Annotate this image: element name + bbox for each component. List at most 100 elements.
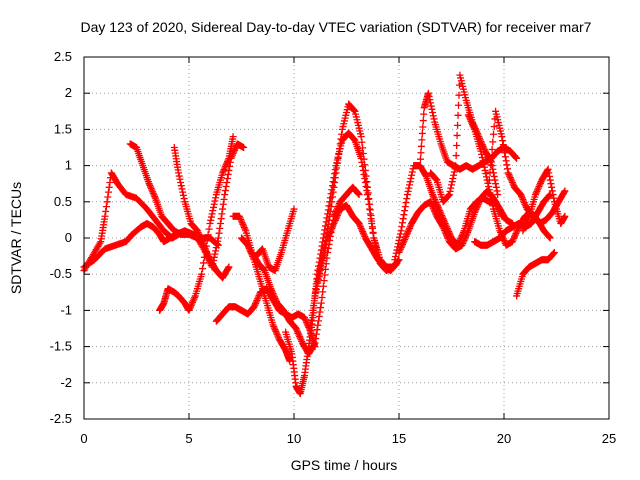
data-point	[188, 300, 196, 308]
data-point	[404, 187, 412, 195]
data-point	[197, 235, 205, 243]
data-point	[194, 228, 202, 236]
data-point	[522, 219, 530, 227]
data-point	[536, 181, 544, 189]
data-point	[271, 294, 279, 302]
data-point	[364, 191, 371, 199]
x-tick-label: 10	[287, 431, 301, 446]
data-point	[145, 180, 153, 188]
data-point	[180, 195, 188, 203]
data-point	[309, 306, 317, 314]
data-point	[308, 311, 316, 319]
data-point	[331, 174, 339, 182]
data-point	[438, 211, 446, 219]
data-point	[334, 210, 342, 218]
data-point	[392, 261, 399, 269]
data-point	[268, 286, 276, 294]
data-point	[331, 216, 339, 224]
data-point	[433, 200, 441, 208]
data-point	[259, 265, 267, 273]
data-point	[434, 202, 441, 210]
data-point	[449, 174, 457, 182]
data-point	[225, 263, 233, 271]
data-point	[296, 333, 304, 341]
data-point	[324, 234, 332, 242]
data-point	[350, 135, 357, 143]
data-point	[533, 187, 541, 195]
data-point	[498, 133, 506, 141]
data-point	[430, 206, 438, 214]
data-point	[327, 203, 335, 211]
data-point	[435, 205, 443, 213]
data-point	[329, 178, 337, 186]
data-point	[252, 298, 260, 306]
data-point	[535, 183, 543, 191]
data-point	[520, 225, 528, 233]
data-point	[326, 207, 334, 215]
data-point	[480, 163, 488, 171]
data-point	[428, 201, 436, 209]
data-point	[437, 210, 445, 218]
data-point	[321, 271, 329, 279]
data-point	[102, 207, 110, 215]
data-point	[252, 300, 259, 308]
data-point	[520, 224, 528, 232]
y-axis-label: SDTVAR / TECUs	[8, 182, 24, 294]
data-point	[520, 199, 528, 207]
data-point	[431, 174, 439, 182]
data-point	[546, 176, 554, 184]
data-point	[492, 183, 500, 191]
data-point	[219, 205, 227, 213]
data-point	[364, 195, 372, 203]
data-point	[432, 199, 440, 207]
data-point	[403, 191, 411, 199]
data-point	[195, 230, 203, 238]
data-point	[427, 198, 434, 206]
data-point	[450, 168, 458, 176]
data-point	[270, 322, 278, 330]
data-point	[485, 176, 493, 184]
data-point	[428, 105, 436, 113]
data-point	[501, 153, 509, 161]
data-point	[511, 153, 519, 161]
data-point	[403, 229, 411, 237]
data-point	[429, 191, 437, 199]
data-point	[240, 144, 248, 151]
data-point	[464, 111, 472, 119]
series-arc-4	[156, 133, 237, 314]
data-point	[500, 236, 508, 244]
data-point	[532, 191, 539, 199]
data-point	[452, 162, 460, 170]
data-point	[203, 249, 211, 257]
data-point	[219, 167, 227, 175]
data-point	[408, 171, 416, 179]
data-point	[426, 96, 434, 104]
data-point	[224, 170, 232, 178]
data-point	[294, 329, 302, 337]
data-point	[245, 244, 253, 252]
data-point	[213, 240, 221, 248]
data-point	[549, 191, 557, 199]
data-point	[267, 285, 275, 293]
data-point	[546, 233, 553, 241]
series-arc-14	[395, 187, 516, 256]
data-point	[395, 248, 403, 256]
data-point	[270, 324, 278, 332]
data-point	[502, 157, 510, 165]
data-point	[397, 244, 405, 252]
data-point	[493, 187, 501, 195]
data-point	[396, 233, 404, 241]
data-point	[430, 194, 438, 202]
data-point	[392, 260, 400, 268]
data-point	[406, 224, 413, 232]
data-point	[513, 228, 521, 236]
data-point	[355, 191, 363, 199]
data-point	[481, 166, 489, 174]
data-point	[359, 228, 367, 236]
data-point	[223, 178, 231, 186]
data-point	[418, 129, 426, 137]
data-point	[329, 193, 336, 201]
data-point	[546, 234, 554, 242]
data-point	[506, 174, 514, 182]
data-point	[225, 166, 233, 174]
